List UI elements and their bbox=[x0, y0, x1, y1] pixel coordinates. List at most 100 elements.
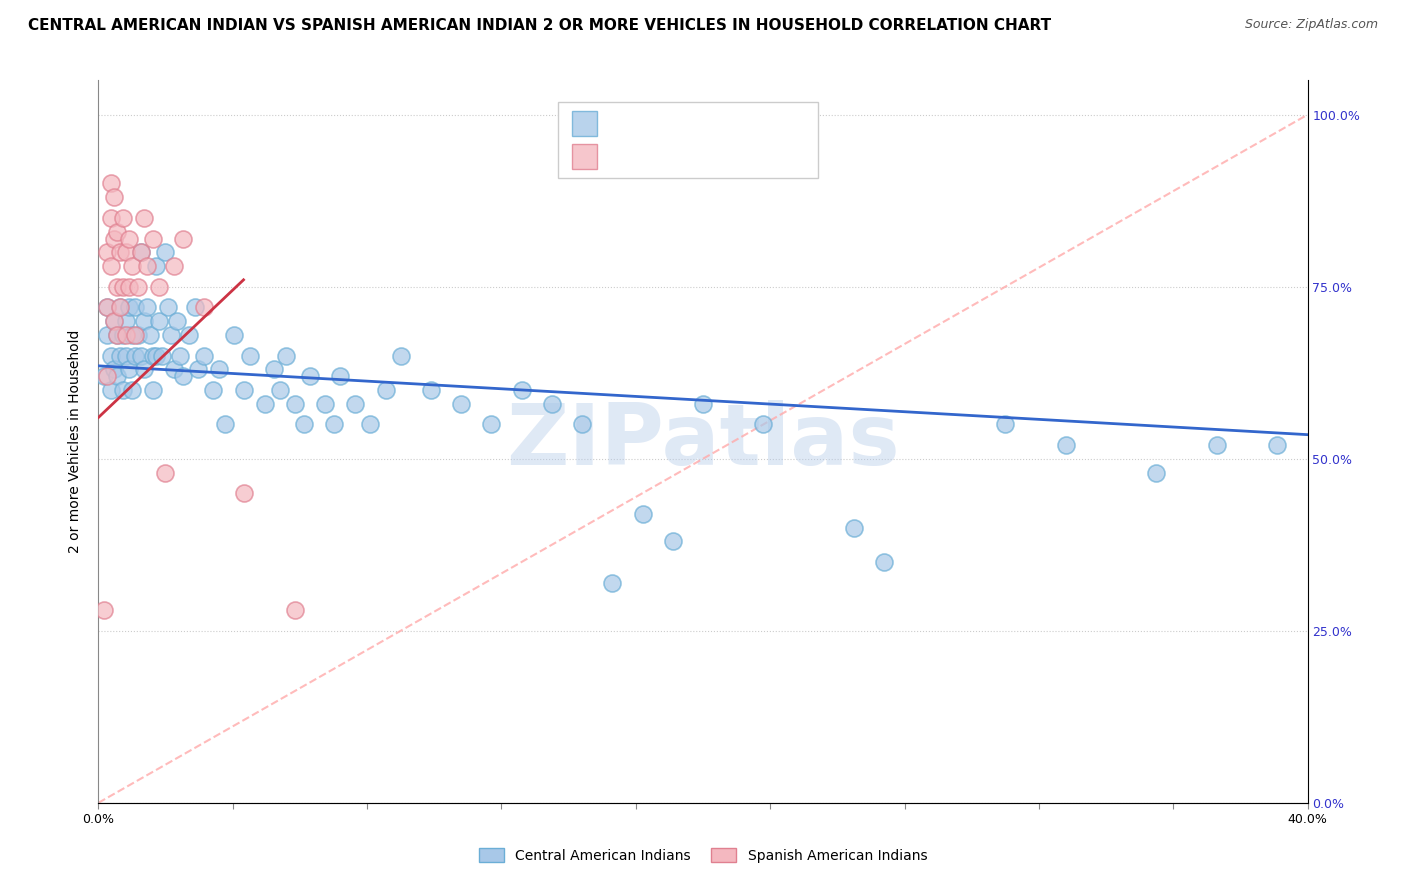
Point bbox=[153, 466, 176, 480]
Point bbox=[208, 362, 231, 376]
Point bbox=[118, 231, 141, 245]
Point bbox=[118, 301, 141, 315]
Text: 79: 79 bbox=[727, 116, 748, 131]
Point bbox=[166, 314, 188, 328]
Point bbox=[103, 314, 125, 328]
Point bbox=[108, 301, 131, 315]
Point bbox=[150, 349, 173, 363]
Point bbox=[193, 301, 215, 315]
Text: R =: R = bbox=[606, 116, 638, 131]
Point bbox=[323, 417, 346, 432]
Point bbox=[105, 327, 128, 342]
Point bbox=[100, 383, 122, 397]
Point bbox=[96, 327, 118, 342]
Point bbox=[994, 417, 1017, 432]
Point bbox=[314, 397, 336, 411]
Point bbox=[481, 417, 503, 432]
Point bbox=[145, 349, 167, 363]
Point bbox=[108, 245, 131, 260]
Point bbox=[96, 301, 118, 315]
Point bbox=[121, 259, 143, 273]
Point bbox=[111, 383, 134, 397]
Point bbox=[139, 327, 162, 342]
Point bbox=[142, 231, 165, 245]
Point bbox=[299, 369, 322, 384]
Point bbox=[127, 327, 149, 342]
Point bbox=[111, 279, 134, 293]
Point bbox=[142, 383, 165, 397]
Point bbox=[160, 327, 183, 342]
Point bbox=[450, 397, 472, 411]
Text: Source: ZipAtlas.com: Source: ZipAtlas.com bbox=[1244, 18, 1378, 31]
Text: CENTRAL AMERICAN INDIAN VS SPANISH AMERICAN INDIAN 2 OR MORE VEHICLES IN HOUSEHO: CENTRAL AMERICAN INDIAN VS SPANISH AMERI… bbox=[28, 18, 1052, 33]
Point bbox=[148, 314, 170, 328]
Point bbox=[269, 383, 291, 397]
Point bbox=[172, 369, 194, 384]
Point bbox=[389, 349, 412, 363]
Text: -0.131: -0.131 bbox=[637, 116, 690, 131]
Point bbox=[142, 349, 165, 363]
Point bbox=[1144, 466, 1167, 480]
Point bbox=[1206, 438, 1229, 452]
Point bbox=[163, 259, 186, 273]
Point bbox=[172, 231, 194, 245]
Point bbox=[100, 211, 122, 225]
Point bbox=[96, 369, 118, 384]
Point bbox=[132, 362, 155, 376]
Point bbox=[360, 417, 382, 432]
Y-axis label: 2 or more Vehicles in Household: 2 or more Vehicles in Household bbox=[69, 330, 83, 553]
Point bbox=[127, 279, 149, 293]
Point bbox=[232, 486, 254, 500]
Point bbox=[187, 362, 209, 376]
Point bbox=[420, 383, 443, 397]
Point bbox=[105, 369, 128, 384]
Point bbox=[103, 314, 125, 328]
Point bbox=[103, 362, 125, 376]
Point bbox=[752, 417, 775, 432]
Point bbox=[124, 349, 146, 363]
Legend: Central American Indians, Spanish American Indians: Central American Indians, Spanish Americ… bbox=[474, 842, 932, 868]
Text: N =: N = bbox=[690, 116, 734, 131]
Point bbox=[124, 327, 146, 342]
Point bbox=[193, 349, 215, 363]
Point bbox=[844, 520, 866, 534]
Point bbox=[114, 245, 136, 260]
Point bbox=[129, 245, 152, 260]
Point bbox=[274, 349, 297, 363]
Point bbox=[100, 177, 122, 191]
Point bbox=[129, 349, 152, 363]
Text: 35: 35 bbox=[727, 149, 748, 164]
Point bbox=[124, 301, 146, 315]
Point bbox=[263, 362, 285, 376]
Point bbox=[132, 314, 155, 328]
Point bbox=[156, 301, 179, 315]
Point bbox=[169, 349, 191, 363]
Point bbox=[374, 383, 396, 397]
Point bbox=[114, 314, 136, 328]
Point bbox=[96, 301, 118, 315]
Point bbox=[284, 603, 307, 617]
Text: R =: R = bbox=[606, 149, 638, 164]
Point bbox=[661, 534, 683, 549]
Point bbox=[179, 327, 201, 342]
Point bbox=[292, 417, 315, 432]
Point bbox=[121, 327, 143, 342]
Point bbox=[121, 383, 143, 397]
Point bbox=[100, 349, 122, 363]
Point bbox=[184, 301, 207, 315]
Point bbox=[108, 349, 131, 363]
Point bbox=[284, 397, 307, 411]
Point bbox=[105, 279, 128, 293]
Point bbox=[873, 555, 896, 569]
Point bbox=[214, 417, 236, 432]
Point bbox=[571, 417, 593, 432]
Point bbox=[96, 245, 118, 260]
Point bbox=[105, 327, 128, 342]
Text: 0.211: 0.211 bbox=[637, 149, 685, 164]
Point bbox=[135, 259, 157, 273]
Point bbox=[111, 211, 134, 225]
Point bbox=[1054, 438, 1077, 452]
Text: N =: N = bbox=[690, 149, 734, 164]
Point bbox=[224, 327, 246, 342]
Point bbox=[540, 397, 562, 411]
